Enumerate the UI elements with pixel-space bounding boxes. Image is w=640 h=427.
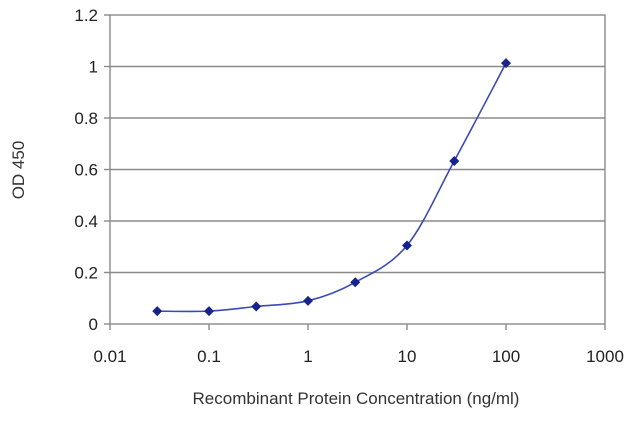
data-point (350, 277, 361, 288)
data-points (152, 58, 511, 317)
y-tick-label: 1 (89, 58, 98, 77)
y-axis-title: OD 450 (9, 141, 28, 200)
x-tick-label: 1000 (586, 347, 624, 366)
data-point (402, 240, 412, 251)
data-point (303, 295, 313, 306)
data-point (501, 58, 511, 69)
data-point (251, 301, 262, 312)
x-axis-title: Recombinant Protein Concentration (ng/ml… (193, 389, 520, 408)
gridlines (110, 65, 605, 274)
x-tick-label: 10 (398, 347, 417, 366)
x-tick-label: 1 (303, 347, 312, 366)
y-tick-label: 1.2 (74, 6, 98, 25)
data-point (449, 156, 460, 167)
y-tick-label: 0.4 (74, 212, 98, 231)
y-axis-ticks: 0 0.2 0.4 0.6 0.8 1 1.2 (74, 6, 110, 334)
y-tick-label: 0.6 (74, 161, 98, 180)
y-tick-label: 0.8 (74, 109, 98, 128)
x-tick-label: 0.1 (197, 347, 221, 366)
x-axis-ticks: 0.01 0.1 1 10 100 1000 (93, 324, 624, 366)
y-tick-label: 0 (89, 315, 98, 334)
x-tick-label: 0.01 (93, 347, 126, 366)
y-tick-label: 0.2 (74, 264, 98, 283)
data-point (152, 306, 163, 317)
data-point (204, 306, 214, 317)
x-tick-label: 100 (492, 347, 520, 366)
